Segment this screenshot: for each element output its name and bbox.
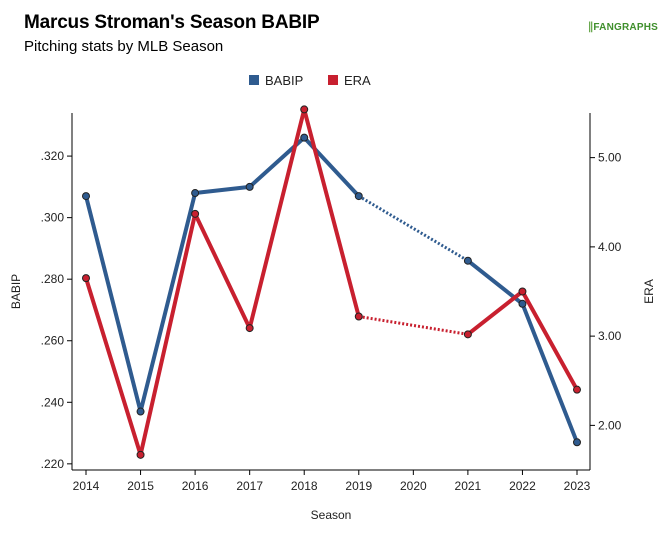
x-tick-label: 2016 [182, 479, 209, 493]
x-tick-label: 2021 [455, 479, 482, 493]
y2-tick-label: 2.00 [598, 418, 622, 432]
era-line-segment [193, 211, 252, 331]
babip-line-segment [193, 184, 252, 196]
y-tick-label: .280 [41, 272, 65, 286]
logo-text: FANGRAPHS [593, 22, 658, 33]
babip-point-2021[interactable] [463, 256, 472, 265]
chart-subtitle: Pitching stats by MLB Season [24, 38, 224, 55]
chart-title: Marcus Stroman's Season BABIP [24, 12, 320, 33]
babip-point-2017[interactable] [245, 182, 254, 191]
era-point-2019[interactable] [354, 312, 363, 321]
babip-line-segment [84, 194, 143, 414]
legend-label-babip[interactable]: BABIP [265, 73, 303, 88]
era-line-segment [247, 107, 307, 331]
x-tick-label: 2018 [291, 479, 318, 493]
babip-point-2015[interactable] [136, 407, 145, 416]
legend-label-era[interactable]: ERA [344, 73, 371, 88]
babip-line-segment [520, 301, 579, 445]
babip-point-2019[interactable] [354, 192, 363, 201]
legend-swatch-era[interactable] [328, 75, 338, 85]
era-point-2022[interactable] [518, 287, 527, 296]
babip-gap-segment [358, 194, 469, 263]
x-tick-label: 2023 [564, 479, 591, 493]
x-tick-label: 2017 [236, 479, 263, 493]
babip-point-2023[interactable] [573, 438, 581, 447]
y2-tick-label: 4.00 [598, 240, 622, 254]
babip-point-2016[interactable] [191, 189, 200, 198]
era-line-segment [84, 276, 143, 457]
babip-point-2018[interactable] [300, 133, 309, 142]
y2-tick-label: 5.00 [598, 151, 622, 165]
x-tick-label: 2019 [345, 479, 372, 493]
babip-line-segment [138, 191, 198, 414]
era-gap-segment [358, 315, 469, 336]
x-tick-label: 2022 [509, 479, 536, 493]
x-tick-label: 2020 [400, 479, 427, 493]
era-point-2021[interactable] [463, 330, 472, 339]
era-point-2014[interactable] [82, 274, 90, 283]
x-tick-label: 2014 [73, 479, 100, 493]
y2-tick-label: 3.00 [598, 329, 622, 343]
y-tick-label: .240 [41, 395, 65, 409]
fangraphs-logo[interactable]: ∥FANGRAPHS [588, 20, 658, 33]
era-line-segment [302, 107, 361, 319]
fangraphs-mark-icon: ∥ [587, 21, 594, 33]
babip-point-2014[interactable] [82, 192, 90, 201]
era-line-segment [465, 289, 525, 337]
y-axis-title: BABIP [9, 274, 23, 309]
era-point-2018[interactable] [300, 105, 309, 114]
x-axis-title: Season [311, 508, 352, 522]
y-tick-label: .260 [41, 334, 65, 348]
legend-swatch-babip[interactable] [249, 75, 259, 85]
era-line-segment [520, 289, 579, 392]
era-point-2016[interactable] [191, 209, 200, 218]
babip-point-2022[interactable] [518, 299, 527, 308]
era-line-segment [138, 211, 198, 457]
y-tick-label: .300 [41, 211, 65, 225]
y2-axis-title: ERA [642, 279, 656, 304]
y-tick-label: .220 [41, 457, 65, 471]
era-point-2015[interactable] [136, 450, 145, 459]
y-tick-label: .320 [41, 149, 65, 163]
x-tick-label: 2015 [127, 479, 154, 493]
era-point-2017[interactable] [245, 324, 254, 333]
era-point-2023[interactable] [573, 385, 581, 394]
